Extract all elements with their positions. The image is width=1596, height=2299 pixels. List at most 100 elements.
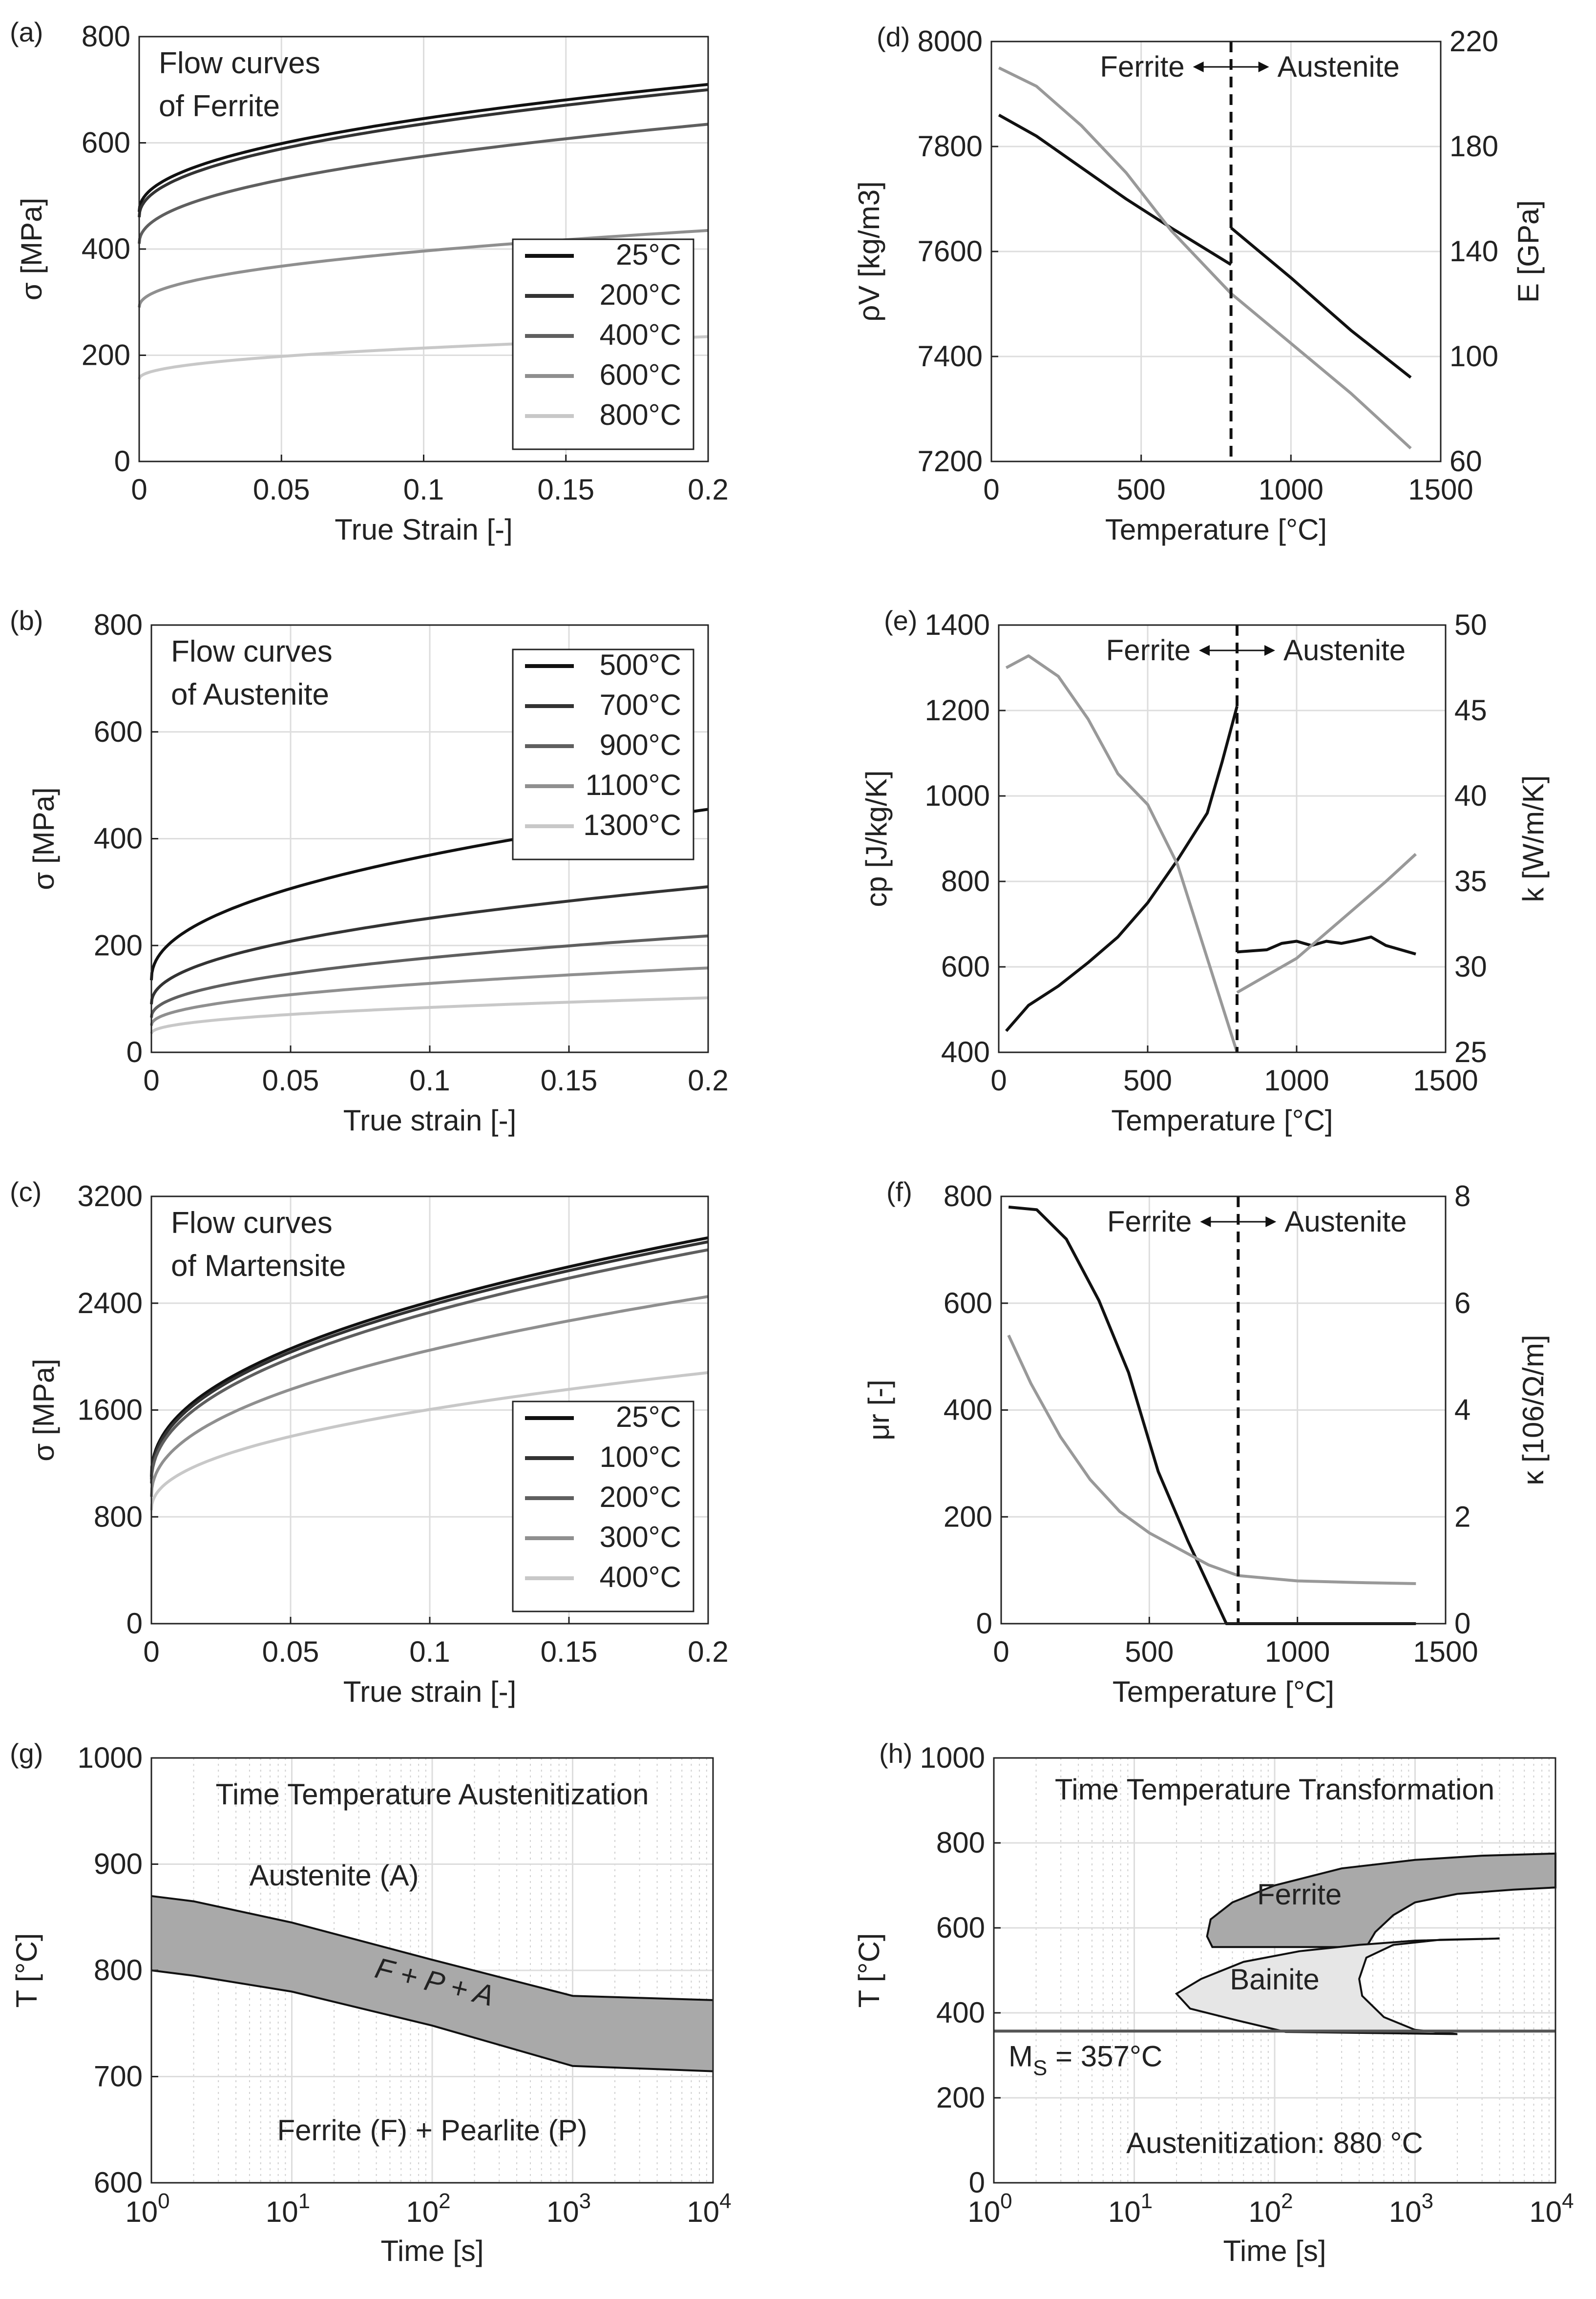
- series-line-modulus: [998, 66, 1412, 450]
- legend-entry: 400°C: [600, 1561, 681, 1593]
- arrow-left-icon: [1200, 1216, 1211, 1227]
- chart-title-line: of Ferrite: [159, 89, 280, 123]
- y-right-tick-label: 2: [1454, 1500, 1470, 1533]
- panel-a: Flow curves of Ferrite 25°C 200°C 400°C 600°C…: [10, 17, 729, 546]
- y-tick-label: 1000: [78, 1741, 143, 1774]
- y-tick-label: 1600: [78, 1394, 143, 1426]
- legend-entry: 500°C: [600, 648, 681, 681]
- arrow-right-icon: [1264, 645, 1275, 656]
- series-line-density-austenite: [1230, 227, 1412, 379]
- y-tick-label: 800: [936, 1826, 985, 1859]
- y-tick-label: 600: [944, 1287, 992, 1319]
- x-tick-label: 102: [1248, 2189, 1293, 2228]
- austenitization-band: [151, 1896, 713, 2071]
- legend-entry: 1300°C: [583, 809, 681, 841]
- legend: 25°C 200°C 400°C 600°C 800°C: [512, 238, 694, 450]
- x-tick-label: 0.05: [262, 1635, 319, 1668]
- arrow-left-icon: [1199, 645, 1210, 656]
- x-tick-label: 0.05: [262, 1064, 319, 1097]
- region-label-ferrite-pearlite: Ferrite (F) + Pearlite (P): [277, 2114, 587, 2147]
- x-tick-label: 0.1: [409, 1635, 450, 1668]
- y-tick-label: 800: [941, 865, 990, 898]
- x-tick-label: 1500: [1413, 1635, 1478, 1668]
- panel-f: Ferrite Austenite μr [-] κ [106/Ω/m] 0 500 100…: [862, 1176, 1550, 1708]
- x-axis-label: True strain [-]: [343, 1675, 517, 1708]
- x-tick-label: 1000: [1264, 1064, 1329, 1097]
- y-tick-label: 7200: [918, 445, 983, 478]
- x-tick-label: 103: [1389, 2189, 1433, 2228]
- y-tick-label: 0: [126, 1607, 143, 1640]
- legend-entry: 200°C: [600, 1481, 681, 1513]
- legend-entry: 800°C: [600, 398, 681, 431]
- y-right-tick-label: 60: [1449, 445, 1482, 478]
- legend-entry: 25°C: [616, 1400, 681, 1433]
- phase-label-ferrite: Ferrite: [1100, 50, 1184, 83]
- y-tick-label: 600: [94, 2166, 143, 2199]
- x-tick-label: 500: [1117, 473, 1166, 506]
- y-tick-label: 600: [941, 950, 990, 983]
- y-tick-label: 0: [969, 2166, 985, 2199]
- axes-box: [998, 624, 1447, 1053]
- legend-entry: 200°C: [600, 278, 681, 311]
- x-axis-label: True strain [-]: [343, 1104, 517, 1137]
- y-right-tick-label: 8: [1454, 1180, 1470, 1212]
- x-tick-label: 104: [687, 2189, 731, 2228]
- y-tick-label: 800: [82, 20, 130, 53]
- panel-label: (c): [10, 1176, 42, 1207]
- upper-boundary-line: [151, 1895, 714, 2001]
- x-tick-label: 0: [993, 1635, 1009, 1668]
- panel-g: Time Temperature Austenitization Austenit…: [10, 1738, 732, 2267]
- y-tick-label: 400: [94, 822, 143, 855]
- legend-entry: 900°C: [600, 729, 681, 761]
- arrow-right-icon: [1258, 62, 1269, 72]
- x-tick-label: 0: [983, 473, 999, 506]
- y-tick-label: 200: [936, 2081, 985, 2114]
- x-tick-label: 0.1: [409, 1064, 450, 1097]
- arrow-left-icon: [1193, 62, 1204, 72]
- y-right-axis-label: κ [106/Ω/m]: [1517, 1335, 1550, 1485]
- y-tick-label: 800: [94, 608, 143, 641]
- y-tick-label: 800: [944, 1180, 992, 1212]
- axes-box: [993, 1757, 1556, 2184]
- x-tick-label: 500: [1125, 1635, 1174, 1668]
- y-axis-label: σ [MPa]: [27, 787, 60, 890]
- y-right-tick-label: 45: [1454, 694, 1487, 727]
- y-tick-label: 0: [114, 445, 130, 478]
- panel-label: (h): [879, 1738, 912, 1769]
- x-tick-label: 100: [125, 2189, 169, 2228]
- x-tick-label: 0.2: [688, 473, 728, 506]
- y-tick-label: 0: [126, 1036, 143, 1068]
- x-tick-label: 103: [546, 2189, 591, 2228]
- y-tick-label: 200: [944, 1500, 992, 1533]
- y-right-tick-label: 4: [1454, 1394, 1470, 1426]
- legend-entry: 300°C: [600, 1521, 681, 1553]
- panel-label: (g): [10, 1738, 43, 1769]
- y-tick-label: 8000: [918, 25, 983, 58]
- x-tick-label: 500: [1123, 1064, 1172, 1097]
- series-line-400c: [150, 1371, 709, 1510]
- y-tick-label: 1000: [925, 779, 990, 812]
- y-tick-label: 400: [82, 232, 130, 265]
- y-right-tick-label: 140: [1449, 235, 1498, 268]
- x-tick-label: 0: [131, 473, 147, 506]
- series-line-100c: [150, 1240, 709, 1480]
- series-line-conductivity: [1007, 1335, 1416, 1585]
- legend: 25°C 100°C 200°C 300°C 400°C: [512, 1400, 694, 1612]
- y-tick-label: 7800: [918, 130, 983, 163]
- region-label-ferrite: Ferrite: [1257, 1878, 1342, 1911]
- ferrite-region: [1206, 1852, 1556, 1948]
- y-tick-label: 400: [936, 1996, 985, 2029]
- x-tick-label: 100: [967, 2189, 1012, 2228]
- region-label-austenite: Austenite (A): [250, 1859, 419, 1892]
- x-tick-label: 104: [1529, 2189, 1574, 2228]
- x-tick-label: 0: [990, 1064, 1007, 1097]
- y-tick-label: 1000: [920, 1741, 985, 1774]
- series-line-k-austenite: [1236, 853, 1417, 994]
- x-tick-label: 0: [143, 1064, 159, 1097]
- y-tick-label: 7600: [918, 235, 983, 268]
- y-axis-label: ρV [kg/m3]: [853, 181, 885, 322]
- series-line-permeability: [1008, 1205, 1416, 1625]
- y-tick-label: 0: [976, 1607, 992, 1640]
- y-tick-label: 1200: [925, 694, 990, 727]
